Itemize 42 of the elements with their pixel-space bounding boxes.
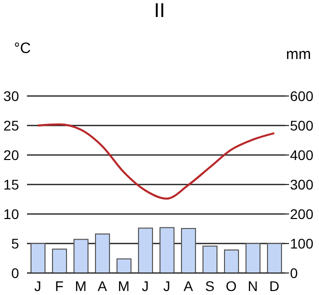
y2-axis-title: mm bbox=[286, 46, 311, 63]
y-tick-label: 0 bbox=[11, 264, 20, 281]
x-tick-label: A bbox=[184, 278, 194, 294]
bar bbox=[74, 238, 88, 273]
y2-tick-label: 600 bbox=[290, 88, 314, 104]
bar bbox=[202, 246, 218, 273]
y2-tick-label: 500 bbox=[290, 117, 314, 134]
bar bbox=[30, 243, 46, 273]
bar bbox=[116, 258, 132, 273]
x-tick-label: O bbox=[226, 278, 237, 294]
line-series bbox=[36, 123, 276, 200]
y-tick-label: 15 bbox=[3, 176, 20, 192]
chart-title: II bbox=[152, 0, 166, 23]
y2-tick-label: 300 bbox=[290, 176, 314, 192]
x-tick-label: J bbox=[142, 278, 149, 294]
x-tick-label: M bbox=[118, 278, 130, 294]
y2-tick-label: 200 bbox=[290, 206, 314, 222]
x-tick-label: M bbox=[74, 278, 87, 294]
y-tick-label: 10 bbox=[3, 206, 20, 222]
bar bbox=[246, 243, 260, 273]
x-tick-label: D bbox=[269, 278, 280, 294]
bar bbox=[224, 249, 239, 273]
bar bbox=[95, 234, 110, 273]
y-axis-title: °C bbox=[14, 40, 31, 57]
y-tick-label: 25 bbox=[3, 117, 20, 134]
bar bbox=[160, 227, 174, 273]
y2-tick-label: 0 bbox=[290, 264, 298, 281]
x-tick-label: J bbox=[34, 278, 42, 294]
bar bbox=[267, 243, 282, 273]
bar bbox=[181, 228, 196, 273]
x-tick-label: N bbox=[248, 278, 258, 294]
bar bbox=[138, 228, 153, 273]
y-tick-label: 20 bbox=[3, 146, 20, 163]
x-tick-label: F bbox=[54, 278, 64, 294]
y-tick-label: 5 bbox=[11, 235, 20, 252]
x-tick-label: J bbox=[163, 278, 170, 294]
x-tick-label: A bbox=[98, 278, 108, 294]
bar bbox=[52, 248, 67, 273]
y2-tick-label: 400 bbox=[290, 146, 314, 163]
y-tick-label: 30 bbox=[3, 88, 20, 104]
x-tick-label: S bbox=[205, 278, 214, 294]
y2-tick-label: 100 bbox=[290, 235, 314, 252]
